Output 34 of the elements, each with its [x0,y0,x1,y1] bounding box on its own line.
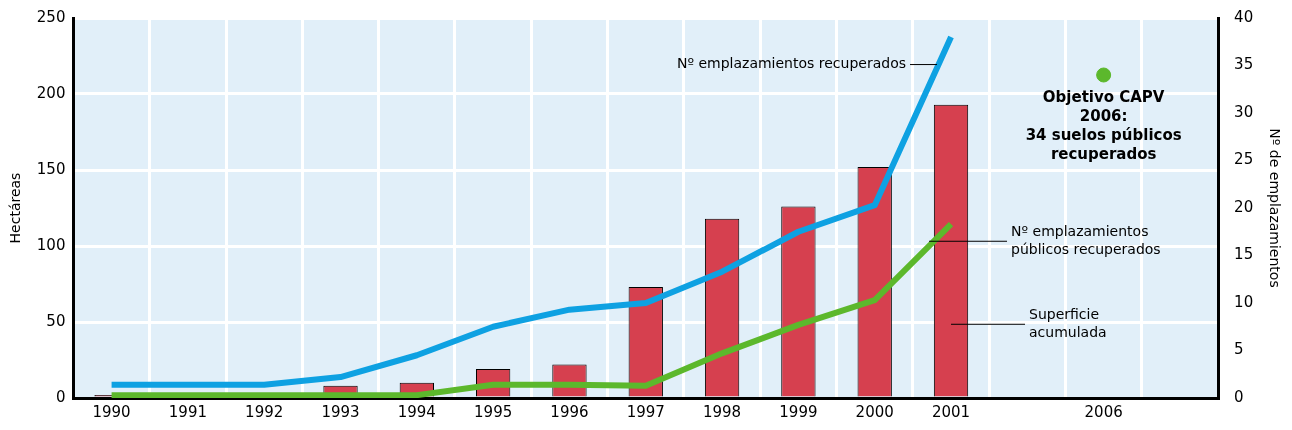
y-tick-label: 100 [36,235,66,254]
y-tick-label: 150 [36,159,66,178]
x-tick-label: 1995 [474,402,513,421]
x-tick-label: 1991 [168,402,207,421]
y-tick-label: 0 [55,387,66,406]
y2-tick-label: 35 [1234,55,1254,74]
y-axis-title: Hectáreas [7,172,24,244]
series-label: Nº emplazamientos recuperados [676,55,907,72]
x-tick-label: 2001 [931,402,971,421]
x-tick-label: 1997 [626,402,665,421]
y2-axis-title: Nº de emplazamientos [1266,128,1283,288]
x-tick-label: 1996 [550,402,589,421]
text: Nº emplazamientos públicos recuperados [1011,222,1161,257]
y-tick-label: 50 [46,311,66,330]
x-tick-label: 1999 [779,402,818,421]
text: Superficie acumulada [1029,305,1107,340]
y-tick-label: 250 [36,7,66,26]
y2-tick-label: 5 [1234,340,1244,359]
x-tick-label: 1992 [245,402,284,421]
y-tick-label: 200 [36,83,66,102]
x-tick-label: 1990 [92,402,131,421]
y2-tick-label: 40 [1234,7,1254,26]
x-tick-label: 1994 [397,402,436,421]
y2-tick-label: 0 [1234,387,1244,406]
x-tick-label: 1993 [321,402,360,421]
x-tick-label: 2000 [855,402,894,421]
y2-tick-label: 25 [1234,150,1254,169]
x-tick-label: 1998 [702,402,742,421]
y2-tick-label: 10 [1234,292,1254,311]
annotation: Objetivo CAPV 2006: 34 suelos públicos recuperados [1025,87,1182,163]
y2-tick-label: 20 [1234,197,1254,216]
y2-tick-label: 15 [1234,245,1254,264]
x-tick-label: 2006 [1084,402,1123,421]
y2-tick-label: 30 [1234,102,1254,121]
